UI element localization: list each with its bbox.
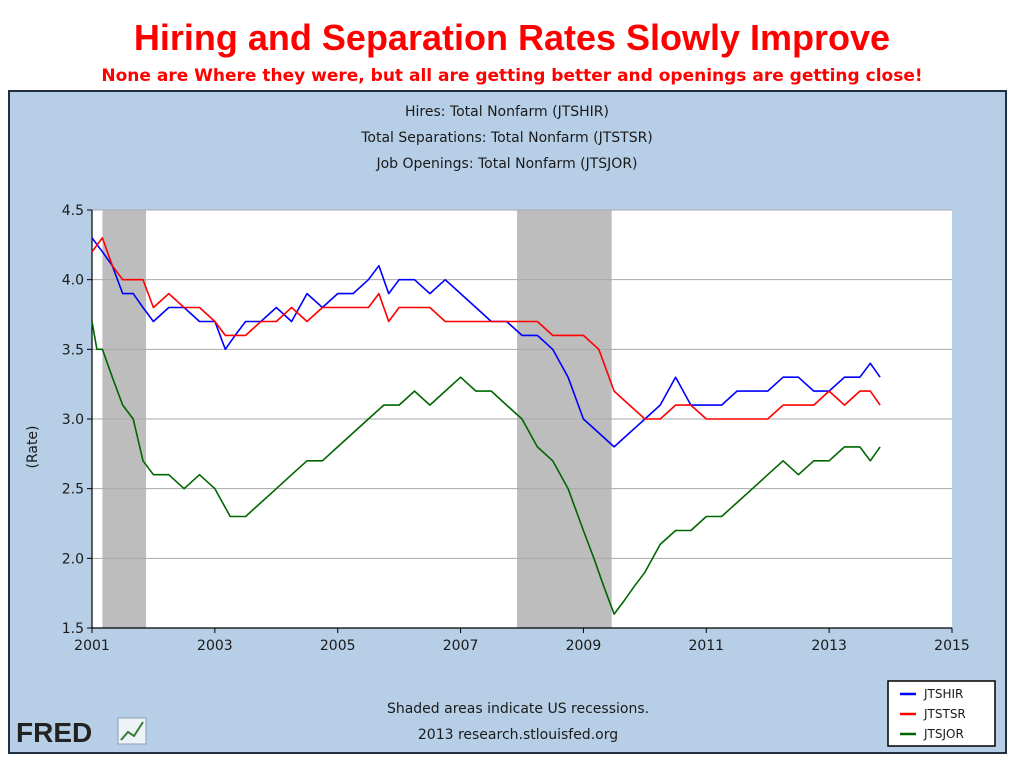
x-tick-label-4: 2009	[566, 638, 602, 654]
x-tick-label-5: 2011	[688, 638, 724, 654]
series-line-jtsjor	[91, 321, 881, 615]
x-tick-label-1: 2003	[197, 638, 233, 654]
legend-label-jtsjor: JTSJOR	[923, 727, 964, 741]
x-tick-label-3: 2007	[443, 638, 479, 654]
x-tick-label-6: 2013	[811, 638, 847, 654]
y-tick-label-6: 1.5	[62, 621, 84, 637]
series-line-jtstsr	[91, 237, 881, 420]
fred-line-chart: Hires: Total Nonfarm (JTSHIR) Total Sepa…	[16, 104, 996, 748]
fred-logo: FRED	[16, 717, 147, 748]
legend-label-jtstsr: JTSTSR	[923, 707, 966, 721]
y-tick-label-5: 2.0	[62, 551, 84, 567]
chart-title-line-1: Hires: Total Nonfarm (JTSHIR)	[405, 104, 609, 120]
y-tick-label-4: 2.5	[62, 482, 84, 498]
x-tick-label-2: 2005	[320, 638, 356, 654]
y-tick-label-2: 3.5	[62, 342, 84, 358]
chart-title-line-3: Job Openings: Total Nonfarm (JTSJOR)	[375, 156, 637, 172]
y-tick-label-1: 4.0	[62, 273, 84, 289]
y-tick-label-0: 4.5	[62, 203, 84, 219]
chart-frame: Hires: Total Nonfarm (JTSHIR) Total Sepa…	[8, 90, 1007, 754]
x-tick-label-0: 2001	[74, 638, 110, 654]
fred-logo-text: FRED	[16, 717, 92, 748]
footer-source: 2013 research.stlouisfed.org	[418, 727, 618, 743]
x-tick-label-7: 2015	[934, 638, 970, 654]
footer-note: Shaded areas indicate US recessions.	[387, 701, 649, 717]
slide-title: Hiring and Separation Rates Slowly Impro…	[133, 17, 891, 58]
series-line-jtshir	[91, 237, 881, 448]
chart-title-line-2: Total Separations: Total Nonfarm (JTSTSR…	[360, 130, 653, 146]
slide-subtitle: None are Where they were, but all are ge…	[101, 66, 923, 86]
y-tick-label-3: 3.0	[62, 412, 84, 428]
legend-label-jtshir: JTSHIR	[923, 687, 963, 701]
fred-chart-icon	[117, 717, 147, 745]
chart-legend: JTSHIR JTSTSR JTSJOR	[887, 680, 996, 747]
y-axis-label: (Rate)	[25, 425, 41, 468]
